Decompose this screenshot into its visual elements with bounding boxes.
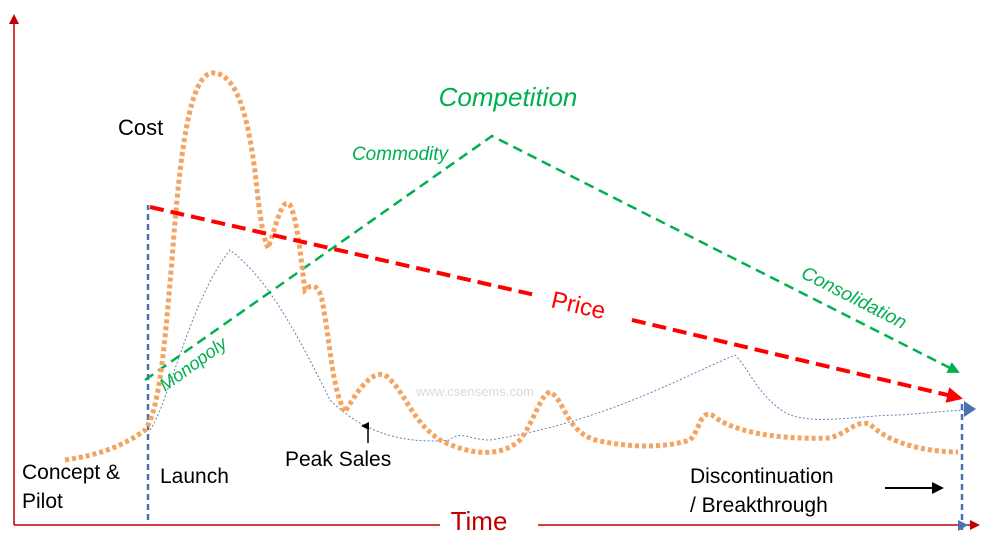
- price-label: Price: [549, 287, 608, 326]
- launch-label: Launch: [160, 465, 229, 488]
- commodity-label: Commodity: [352, 144, 450, 165]
- cost-curve: [64, 70, 959, 463]
- sales-curve: [149, 249, 973, 442]
- price-line-left: [149, 205, 536, 297]
- concept-pilot-label-line1: Concept &: [22, 461, 120, 484]
- competition-label: Competition: [439, 82, 578, 112]
- competition-line: [144, 134, 960, 382]
- end-marker-top: [964, 401, 976, 417]
- end-marker-bottom: [958, 520, 968, 531]
- peak-sales-label: Peak Sales: [285, 448, 391, 471]
- price-line-right: [631, 318, 963, 403]
- discontinuation-label-line1: Discontinuation: [690, 465, 834, 488]
- cost-label: Cost: [118, 115, 163, 140]
- concept-pilot-label-line2: Pilot: [22, 490, 63, 513]
- watermark-text: www.csensems.com: [415, 384, 534, 399]
- time-label: Time: [451, 506, 508, 536]
- discontinuation-label-line2: / Breakthrough: [690, 494, 828, 517]
